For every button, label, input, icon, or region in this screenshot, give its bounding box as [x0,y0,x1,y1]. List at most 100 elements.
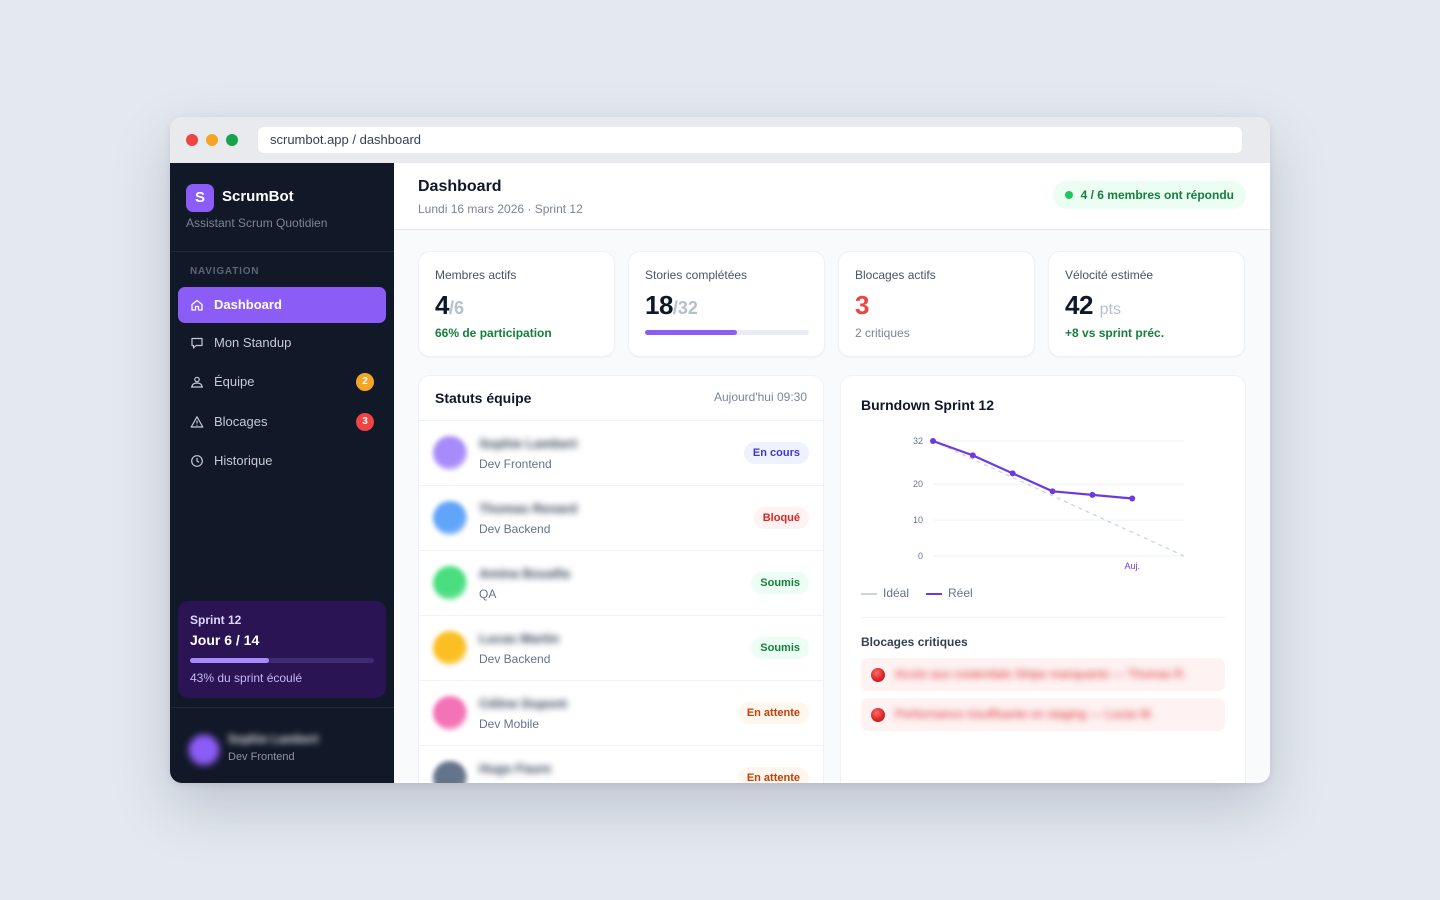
team-member-row[interactable]: Hugo Faure Design En attente [419,746,823,783]
stat-number: 18 [645,290,673,320]
burndown-chart: 0 10 20 32 Auj. [913,436,1185,571]
equipe-count-badge: 2 [356,373,374,391]
team-member-row[interactable]: Sophie Lambert Dev Frontend En cours [419,421,823,486]
avatar [433,566,467,600]
stat-value: 42 pts [1065,290,1121,321]
chat-icon [191,337,203,349]
minimize-window-button[interactable] [206,134,218,146]
legend-ideal: Idéal [861,586,909,600]
stories-progress-bar [645,330,809,335]
real-data-point [969,452,976,459]
stat-total: /6 [448,298,464,318]
today-marker-label: Auj. [1124,561,1140,571]
real-data-point [1089,491,1096,498]
team-member-row[interactable]: Thomas Renard Dev Backend Bloqué [419,486,823,551]
status-badge: En attente [737,702,809,724]
user-divider [170,707,394,708]
stat-total: /32 [672,298,698,318]
burndown-divider [861,617,1225,618]
stories-progress-fill [645,330,738,335]
real-data-point [1009,470,1016,477]
close-window-button[interactable] [186,134,198,146]
red-circle-icon [871,668,885,682]
sidebar: S ScrumBot Assistant Scrum Quotidien NAV… [170,163,394,783]
sprint-progress-fill [190,658,270,663]
team-member-row[interactable]: Amina Bouafia QA Soumis [419,551,823,616]
critical-blocker-text: Performance insuffisante en staging — Lu… [895,707,1154,721]
avatar [433,436,467,470]
stat-label: Membres actifs [435,268,517,282]
status-badge: Soumis [751,572,809,594]
nav-heading: NAVIGATION [190,266,260,277]
stat-label: Vélocité estimée [1065,268,1154,282]
status-badge: En cours [743,442,809,464]
team-card-title: Statuts équipe [435,390,532,406]
legend-real-swatch [926,592,942,595]
maximize-window-button[interactable] [226,134,238,146]
stat-card-blocages: Blocages actifs 3 2 critiques [838,251,1035,357]
app-name: ScrumBot [222,188,294,205]
status-dot-icon [1064,191,1073,199]
member-name: Amina Bouafia [479,566,571,581]
member-role: Dev Mobile [479,717,540,731]
avatar[interactable] [190,736,218,764]
real-data-point [1129,495,1136,502]
sidebar-item-dashboard[interactable]: Dashboard [178,287,386,323]
team-status-card: Statuts équipe Aujourd'hui 09:30 Sophie … [418,375,824,783]
sprint-progress-bar [190,658,374,663]
address-bar[interactable]: scrumbot.app / dashboard [258,127,1242,153]
stat-card-membres: Membres actifs 4/6 66% de participation [418,251,615,357]
y-tick-label: 20 [913,479,923,489]
legend-real: Réel [926,586,973,600]
sidebar-item-label: Historique [214,453,273,468]
stat-value: 4/6 [435,290,464,321]
sidebar-item-label: Blocages [214,414,268,429]
y-tick-label: 32 [913,436,923,446]
stat-card-velocite: Vélocité estimée 42 pts +8 vs sprint pré… [1048,251,1245,357]
status-badge: En attente [737,767,809,783]
burndown-card: Burndown Sprint 12 0 10 20 32 Auj. Idéal Rée… [840,375,1246,783]
team-card-time: Aujourd'hui 09:30 [713,390,807,404]
team-member-row[interactable]: Lucas Martin Dev Backend Soumis [419,616,823,681]
legend-ideal-label: Idéal [883,586,910,600]
main-content: Dashboard Lundi 16 mars 2026 · Sprint 12… [394,163,1270,783]
sidebar-item-equipe[interactable]: Équipe 2 [178,364,386,400]
stat-card-stories: Stories complétées 18/32 [628,251,825,357]
sidebar-item-standup[interactable]: Mon Standup [178,325,386,361]
real-data-point [1049,488,1056,495]
warning-icon [190,416,204,428]
team-card-divider [419,420,823,421]
user-role: Dev Frontend [228,751,295,763]
stat-unit: pts [1099,301,1121,318]
sprint-day: Jour 6 / 14 [190,632,260,648]
response-status-text: 4 / 6 membres ont répondu [1080,188,1234,202]
sprint-title: Sprint 12 [190,613,242,627]
burndown-title: Burndown Sprint 12 [861,397,994,413]
red-circle-icon [871,708,885,722]
team-member-row[interactable]: Céline Dupont Dev Mobile En attente [419,681,823,746]
y-tick-label: 10 [913,515,923,525]
member-role: Dev Backend [479,522,551,536]
stat-footer: +8 vs sprint préc. [1065,326,1165,340]
browser-chrome: scrumbot.app / dashboard [170,117,1270,163]
member-role: QA [479,587,497,601]
status-badge: Soumis [751,637,809,659]
critical-blocker-item[interactable]: Accès aux credentials Stripe manquants —… [861,658,1225,691]
stat-footer: 2 critiques [855,326,910,340]
legend-real-label: Réel [948,586,973,600]
sidebar-item-label: Mon Standup [214,335,292,350]
stat-number: 42 [1065,290,1093,320]
avatar [433,696,467,730]
stat-number: 4 [435,290,449,320]
member-name: Hugo Faure [479,761,552,776]
critical-blocker-item[interactable]: Performance insuffisante en staging — Lu… [861,698,1225,731]
sidebar-item-blocages[interactable]: Blocages 3 [178,404,386,440]
member-role: Design [479,782,516,783]
sprint-progress-card: Sprint 12 Jour 6 / 14 43% du sprint écou… [178,601,386,698]
sidebar-item-historique[interactable]: Historique [178,443,386,479]
app-tagline: Assistant Scrum Quotidien [186,216,328,230]
legend-ideal-swatch [861,592,877,595]
sidebar-item-label: Dashboard [214,297,282,312]
sprint-progress-label: 43% du sprint écoulé [190,671,303,685]
real-data-point [930,438,936,444]
